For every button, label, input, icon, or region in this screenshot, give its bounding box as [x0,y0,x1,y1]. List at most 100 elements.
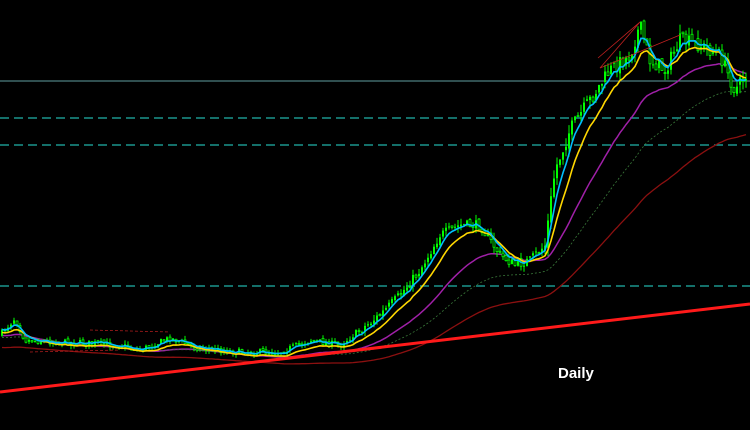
candle-body [394,296,396,301]
candle-body [642,20,646,40]
candle-body [378,314,382,317]
candle-body [477,218,481,230]
candle-body [541,248,543,253]
candle-body [34,341,36,342]
candle-body [583,102,585,112]
candle-body [712,52,714,54]
candle-body [448,226,450,228]
candle-body [162,339,166,342]
candle-body [316,340,318,342]
candle-body [532,253,534,256]
candle-body [30,340,34,343]
candle-body [700,47,702,49]
candle-body [414,274,418,278]
candle-body [289,346,291,352]
candle-body [652,64,654,66]
swing-lines [597,21,681,69]
candle-body [349,339,351,341]
candle-body [667,70,669,74]
candle-body [463,224,465,226]
candle-body [166,337,168,342]
candle-body [357,330,361,333]
candle-body [406,287,408,291]
candle-body [457,225,459,228]
candle-body [376,315,378,321]
candle-body [76,344,78,346]
candle-body [672,51,676,54]
candle-body [580,112,582,116]
candle-body [70,342,72,346]
candle-body [319,339,321,341]
candle-body [24,337,28,343]
candle-body [498,250,502,253]
candle-body [430,254,432,259]
candle-body [421,267,423,276]
candle-body [610,65,612,75]
candle-body [504,255,508,261]
candle-body [517,259,519,266]
candle-body [679,33,681,50]
candle-body [724,60,726,67]
candle-body [297,342,301,345]
moving-average-slow [1,133,747,365]
candle-body [13,320,15,324]
candle-body [195,347,199,351]
candle-body [604,71,606,82]
candle-body [364,325,366,332]
moving-average-fastest [1,37,747,355]
candle-body [367,324,369,326]
candle-body [640,21,642,30]
candle-body [547,220,549,248]
candle-body [382,310,384,317]
candle-body [312,339,316,342]
candle-body [511,259,513,265]
candle-body [355,330,357,337]
candle-body [373,320,375,324]
candle-body [160,338,162,344]
candle-body [670,51,672,70]
candle-body [40,342,42,345]
candle-body [637,29,639,48]
candle-body [28,339,30,342]
candle-body [385,307,387,310]
candle-body [589,96,591,100]
moving-average-fast [1,46,747,357]
candle-body [550,196,552,223]
candle-body [361,332,363,333]
candle-body [442,230,444,237]
candle-body [703,43,705,48]
candle-body [627,57,631,61]
candle-body [690,33,694,42]
candle-body [292,344,294,346]
candle-body [427,257,429,263]
candle-body [468,219,472,228]
candle-body [658,60,660,69]
candle-body [397,293,399,296]
candle-body [523,265,525,267]
candle-body [433,246,435,255]
candle-body [507,259,511,265]
candle-body [343,344,345,348]
candle-body [619,57,621,74]
candle-body [606,71,610,77]
candle-body [136,348,138,350]
candle-body [586,99,588,101]
candle-body [676,49,678,52]
candle-body [574,116,576,121]
candle-body [310,341,312,343]
candle-body [535,251,537,253]
candle-body [403,289,405,296]
candle-body [625,57,627,66]
candle-body [736,86,738,94]
candle-body [454,226,456,228]
candle-body [663,72,667,74]
candle-body [79,340,81,344]
candle-body [295,342,297,344]
candle-body [399,293,403,296]
candle-body [424,263,426,268]
candle-body [460,224,462,227]
candle-body [556,164,558,179]
timeframe-label: Daily [558,365,595,382]
